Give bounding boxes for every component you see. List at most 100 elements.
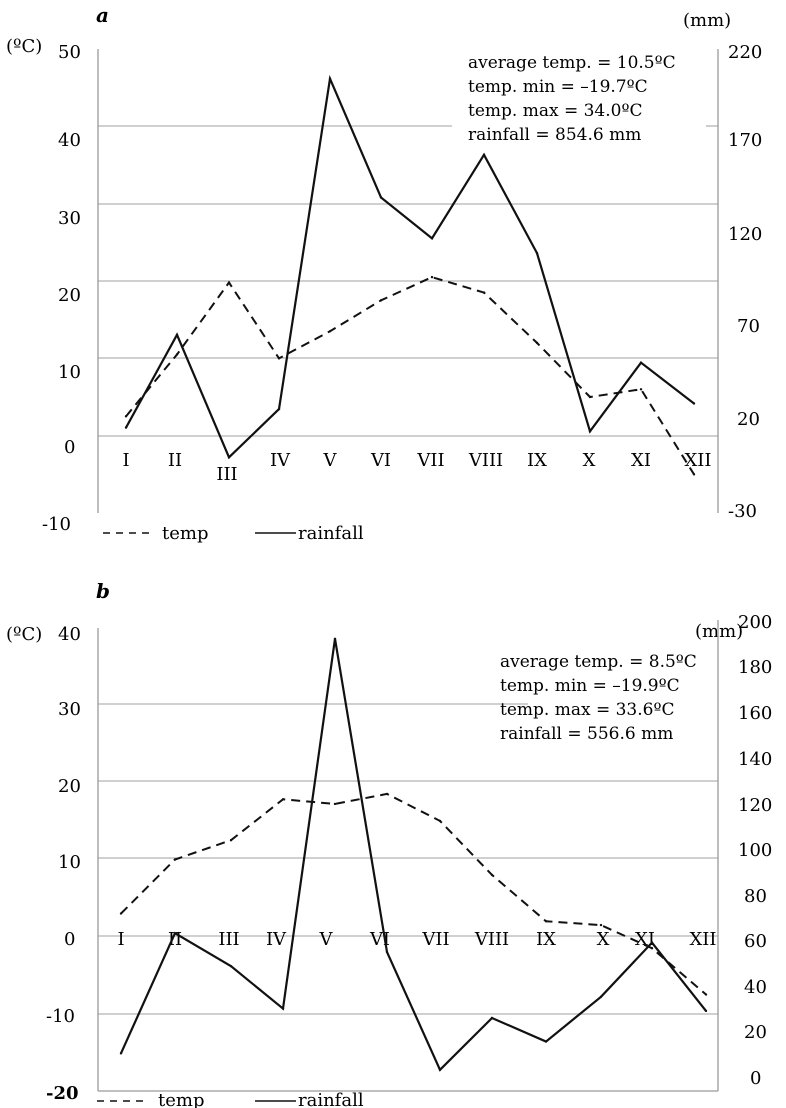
panel-b-temp-point-X: [599, 923, 603, 927]
panel-a-temp-point-I: [124, 415, 128, 418]
panel-a-temp-point-IV: [277, 357, 281, 360]
panel-b-rainfall-point-VII: [438, 1068, 442, 1072]
panel-a-rainfall-point-V: [328, 77, 332, 80]
panel-b-month-label: VII: [421, 929, 449, 950]
panel-a-month-label: XI: [631, 450, 651, 471]
panel-a-left-tick: -10: [42, 514, 71, 535]
panel-b-rainfall-point-VI: [385, 950, 389, 954]
panel-b-temp-point-I: [119, 912, 123, 915]
panel-a-annotation: temp. max = 34.0ºC: [468, 101, 642, 121]
panel-b-right-tick: 120: [738, 795, 772, 816]
panel-a-annotation: rainfall = 854.6 mm: [468, 125, 641, 145]
panel-a-month-label: IX: [527, 450, 547, 471]
panel-b-temp-point-VIII: [490, 873, 494, 877]
panel-a-rainfall-point-XII: [692, 402, 696, 405]
panel-a-rainfall-point-IV: [277, 407, 281, 411]
panel-b-month-label: V: [319, 929, 334, 950]
panel-b-rainfall-line: [119, 638, 707, 1072]
panel-a-rainfall-point-II: [175, 333, 179, 337]
panel-a-right-tick: 170: [728, 130, 762, 151]
panel-b-month-label: X: [597, 929, 610, 950]
panel-a-temp-point-II: [175, 353, 179, 356]
panel-b-month-label: VIII: [474, 929, 509, 950]
panel-a-month-label: VI: [370, 450, 391, 471]
panel-b-temp-line: [120, 792, 707, 996]
panel-b-right-tick: 0: [750, 1068, 761, 1089]
panel-b-left-tick: 20: [58, 776, 81, 797]
panel-b-rainfall-point-II: [173, 932, 177, 935]
panel-a-rainfall-point-I: [124, 426, 128, 429]
panel-a-temp-point-X: [588, 395, 592, 399]
panel-a-left-tick: 30: [58, 208, 81, 229]
panel-b-rainfall-point-XII: [704, 1009, 708, 1013]
panel-b-temp-point-XI: [650, 947, 654, 950]
panel-b-left-tick: 10: [58, 852, 81, 873]
panel-a-left-unit: (ºC): [6, 36, 42, 57]
panel-b-temp-point-VII: [438, 819, 442, 823]
panel-b-temp-point-II: [173, 858, 177, 861]
panel-b-right-tick: 140: [738, 749, 772, 770]
panel-a-left-tick: 0: [64, 437, 75, 458]
panel-b-left-unit: (ºC): [6, 624, 42, 645]
panel-b: b (ºC) (mm) 40 30 20 10 0 -10 -20 200 18…: [6, 579, 772, 1108]
panel-a-rainfall-line: [125, 74, 695, 460]
panel-a-temp-line: [125, 276, 695, 475]
panel-b-month-label: I: [117, 929, 124, 950]
panel-b-annotation: temp. max = 33.6ºC: [500, 700, 674, 720]
panel-a-rainfall-point-XI: [639, 361, 643, 364]
panel-b-right-tick: 20: [744, 1022, 767, 1043]
panel-a-legend-temp-label: temp: [162, 523, 208, 544]
panel-a-left-tick: 20: [58, 285, 81, 306]
panel-b-temp-point-III: [229, 839, 233, 842]
panel-b-rainfall-point-XI: [650, 941, 654, 944]
panel-b-annotation: average temp. = 8.5ºC: [500, 652, 697, 672]
panel-b-temp-point-VI: [385, 792, 389, 796]
panel-b-left-tick: 0: [64, 929, 75, 950]
panel-a-left-tick: 40: [58, 130, 81, 151]
panel-b-right-unit: (mm): [695, 621, 743, 642]
panel-b-temp-point-XII: [704, 993, 708, 996]
panel-a-left-tick: 10: [58, 362, 81, 383]
panel-a-right-tick: 220: [728, 42, 762, 63]
panel-b-right-tick: 180: [738, 657, 772, 678]
panel-a-temp-point-IX: [535, 341, 539, 345]
panel-b-right-tick: 160: [738, 703, 772, 724]
panel-b-left-tick: 30: [58, 699, 81, 720]
panel-a-right-tick: 120: [728, 224, 762, 245]
panel-a-rainfall-point-VI: [379, 196, 383, 199]
panel-b-month-label: XI: [635, 929, 655, 950]
panel-b-temp-point-IV: [281, 798, 285, 801]
panel-a-right-tick: -30: [728, 501, 757, 522]
panel-b-temp-point-IX: [544, 920, 548, 923]
panel-b-annotation: rainfall = 556.6 mm: [500, 724, 673, 744]
panel-a-month-label: VIII: [468, 450, 503, 471]
panel-a-right-unit: (mm): [683, 10, 731, 31]
panel-a-right-tick: 70: [737, 316, 760, 337]
panel-a-rainfall-point-X: [588, 430, 592, 433]
panel-a-month-label: IV: [270, 450, 291, 471]
panel-b-rainfall-point-IX: [544, 1040, 548, 1043]
panel-a-annotation: average temp. = 10.5ºC: [468, 53, 676, 73]
panel-a-temp-point-III: [227, 281, 231, 284]
panel-b-left-tick: 40: [58, 624, 81, 645]
panel-b-left-tick: -10: [46, 1006, 75, 1027]
panel-b-month-label: XII: [689, 929, 716, 950]
panel-b-month-label: III: [218, 929, 239, 950]
panel-b-right-tick: 80: [744, 886, 767, 907]
panel-a-right-tick: 20: [737, 409, 760, 430]
panel-b-rainfall-point-VIII: [490, 1016, 494, 1020]
panel-b-right-tick: 60: [744, 931, 767, 952]
panel-b-month-label: IX: [536, 929, 556, 950]
panel-a-month-label: X: [583, 450, 596, 471]
panel-b-rainfall-point-V: [333, 637, 337, 641]
panel-b-temp-point-V: [333, 802, 337, 806]
panel-a-month-label: II: [168, 450, 182, 471]
panel-a-temp-point-VII: [430, 275, 434, 279]
panel-a-rainfall-point-III: [227, 456, 231, 459]
panel-a-temp-point-XII: [692, 473, 696, 476]
panel-b-rainfall-point-X: [599, 995, 603, 998]
panel-a-legend-rainfall-label: rainfall: [298, 523, 364, 544]
panel-a-month-label: III: [216, 464, 237, 485]
panel-a-temp-point-VI: [379, 299, 383, 302]
panel-a-annotation: temp. min = –19.7ºC: [468, 77, 648, 97]
